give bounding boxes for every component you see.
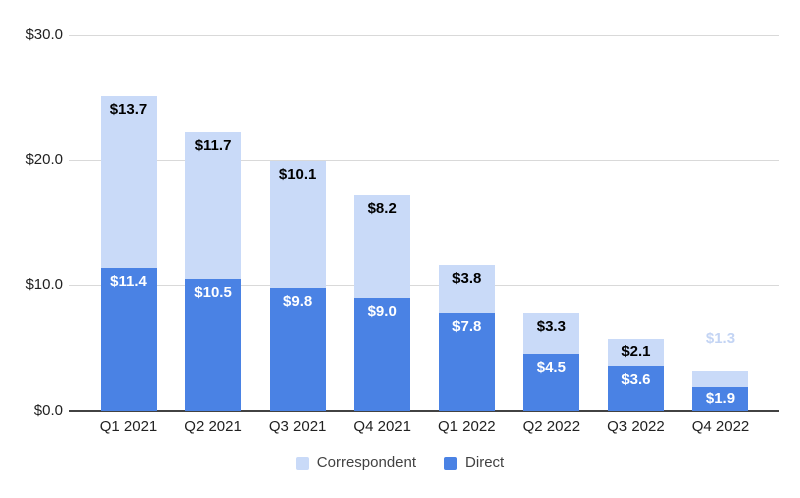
- x-axis-line: [69, 409, 779, 412]
- bar-segment-q2-2021-correspondent: [185, 132, 242, 280]
- bar-label-q1-2021-correspondent: $13.7: [109, 101, 148, 119]
- bar-segment-q4-2021-correspondent: [354, 195, 411, 298]
- x-axis-tick-label: Q2 2022: [522, 418, 581, 435]
- bar-segment-q4-2021-direct: [354, 297, 411, 411]
- bar-segment-q3-2021-direct: [269, 287, 326, 411]
- bar-label-q1-2021-direct: $11.4: [110, 272, 147, 290]
- x-axis-tick-label: Q3 2021: [268, 418, 327, 435]
- y-gridline: [69, 285, 779, 287]
- bar-label-q1-2022-direct: $7.8: [452, 317, 482, 335]
- correspondent-swatch-icon: [295, 456, 309, 470]
- x-axis-tick-label: Q4 2021: [353, 418, 411, 435]
- bar-label-q3-2021-direct: $9.8: [283, 292, 313, 310]
- x-axis-tick-label: Q1 2021: [99, 418, 158, 435]
- bar-segment-q2-2022-correspondent: [523, 312, 580, 355]
- bar-label-q2-2021-correspondent: $11.7: [194, 137, 232, 155]
- bar-label-q2-2021-direct: $10.5: [194, 284, 232, 302]
- bar-segment-q2-2022-direct: [523, 354, 580, 411]
- bar-label-q2-2022-direct: $4.5: [536, 359, 566, 377]
- y-axis-tick-label: $20.0: [25, 151, 63, 169]
- legend-item-direct: Direct: [444, 455, 504, 471]
- bar-segment-q1-2022-correspondent: [438, 265, 495, 313]
- bar-segment-q4-2022-direct: [692, 386, 749, 411]
- bar-segment-q3-2021-correspondent: [269, 161, 326, 288]
- bar-label-q4-2022-direct: $1.9: [705, 389, 736, 407]
- legend-item-correspondent: Correspondent: [295, 454, 417, 471]
- bar-label-q3-2022-direct: $3.6: [621, 370, 651, 388]
- chart-legend: Correspondent Direct: [0, 454, 800, 472]
- bar-segment-q1-2021-correspondent: [100, 96, 157, 268]
- bar-label-q4-2022-correspondent: $1.3: [705, 329, 736, 347]
- legend-label-correspondent: Correspondent: [316, 454, 417, 471]
- direct-swatch-icon: [444, 456, 458, 470]
- bar-segment-q3-2022-direct: [607, 365, 664, 411]
- x-axis-tick-label: Q1 2022: [437, 418, 496, 435]
- legend-label-direct: Direct: [465, 454, 505, 471]
- bar-segment-q2-2021-direct: [185, 279, 242, 411]
- bar-segment-q3-2022-correspondent: [607, 339, 664, 366]
- bar-label-q3-2021-correspondent: $10.1: [278, 166, 317, 184]
- y-gridline: [69, 160, 779, 162]
- bar-label-q4-2021-direct: $9.0: [367, 302, 397, 320]
- x-axis-tick-label: Q4 2022: [691, 418, 750, 435]
- bar-label-q1-2022-correspondent: $3.8: [452, 270, 482, 288]
- bar-segment-q1-2021-direct: [100, 267, 157, 411]
- x-axis-tick-label: Q3 2022: [607, 418, 665, 435]
- y-gridline: [69, 34, 779, 36]
- y-axis-tick-label: $30.0: [25, 25, 63, 43]
- x-axis-tick-label: Q2 2021: [184, 418, 242, 435]
- bar-label-q3-2022-correspondent: $2.1: [621, 343, 651, 361]
- bar-segment-q1-2022-direct: [438, 312, 495, 411]
- bar-label-q4-2021-correspondent: $8.2: [367, 200, 397, 218]
- y-axis-tick-label: $10.0: [25, 276, 63, 294]
- y-axis-tick-label: $0.0: [33, 401, 63, 419]
- bar-label-q2-2022-correspondent: $3.3: [536, 317, 566, 335]
- bar-segment-q4-2022-correspondent: [692, 370, 749, 387]
